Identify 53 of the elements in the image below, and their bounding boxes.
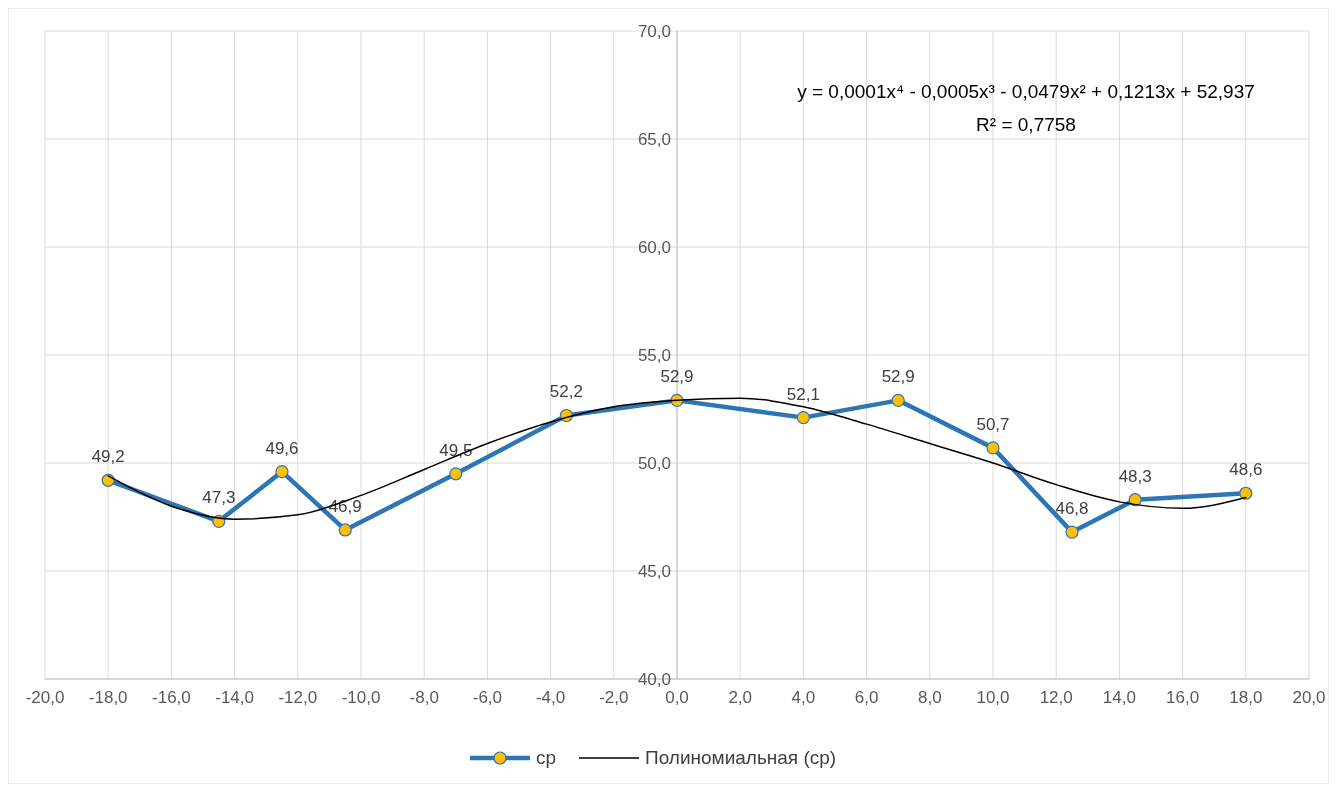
data-label: 49,5 — [439, 440, 473, 460]
x-tick-label: 0,0 — [665, 688, 689, 707]
x-tick-label: -6,0 — [472, 688, 503, 707]
x-tick-label: -12,0 — [278, 688, 318, 707]
x-tick-label: -16,0 — [152, 688, 191, 707]
x-tick-label: 2,0 — [728, 688, 753, 707]
x-tick-label: 14,0 — [1102, 688, 1136, 707]
x-tick-label: 10,0 — [976, 688, 1010, 707]
y-tick-label: 45,0 — [637, 562, 671, 581]
x-tick-label: -4,0 — [535, 688, 566, 707]
point — [275, 465, 289, 479]
x-tick-label: 6,0 — [854, 688, 879, 707]
data-label: 46,9 — [328, 496, 362, 516]
data-label: 46,8 — [1055, 499, 1089, 519]
point — [338, 523, 352, 537]
point — [891, 393, 905, 407]
x-tick-label: -18,0 — [88, 688, 128, 707]
point — [1065, 525, 1079, 539]
data-label: 49,2 — [91, 447, 125, 467]
data-label: 47,3 — [202, 488, 236, 508]
data-label: 49,6 — [265, 438, 299, 458]
point — [796, 411, 810, 425]
y-tick-label: 65,0 — [637, 130, 671, 149]
x-tick-label: 12,0 — [1039, 688, 1073, 707]
x-tick-label: 16,0 — [1166, 688, 1200, 707]
data-label: 52,1 — [786, 384, 820, 404]
data-label: 52,9 — [881, 367, 915, 387]
annotation: y = 0,0001x⁴ - 0,0005x³ - 0,0479x² + 0,1213x + 52,937 — [797, 81, 1255, 102]
point — [986, 441, 1000, 455]
x-tick-label: -2,0 — [599, 688, 629, 707]
x-tick-label: -20,0 — [25, 688, 65, 707]
legend-label: Полиномиальная (ср) — [645, 747, 837, 768]
point — [1239, 486, 1253, 500]
annotation: R² = 0,7758 — [976, 114, 1076, 135]
x-tick-label: 8,0 — [917, 688, 942, 707]
y-tick-label: 50,0 — [637, 454, 671, 473]
y-tick-label: 55,0 — [637, 346, 671, 365]
x-tick-label: 18,0 — [1229, 688, 1263, 707]
y-tick-label: 60,0 — [637, 238, 671, 257]
x-tick-label: -8,0 — [409, 688, 439, 707]
data-label: 48,3 — [1118, 466, 1152, 486]
x-tick-label: -10,0 — [341, 688, 381, 707]
data-label: 52,2 — [549, 382, 583, 402]
legend-label: ср — [536, 747, 557, 768]
data-label: 50,7 — [976, 414, 1010, 434]
x-tick-label: 4,0 — [791, 688, 816, 707]
point — [449, 467, 463, 481]
x-tick-label: -14,0 — [215, 688, 254, 707]
y-tick-label: 40,0 — [637, 670, 671, 689]
x-tick-label: 20,0 — [1292, 688, 1326, 707]
data-label: 52,9 — [660, 367, 694, 387]
data-label: 48,6 — [1229, 460, 1263, 480]
y-tick-label: 70,0 — [637, 22, 671, 41]
